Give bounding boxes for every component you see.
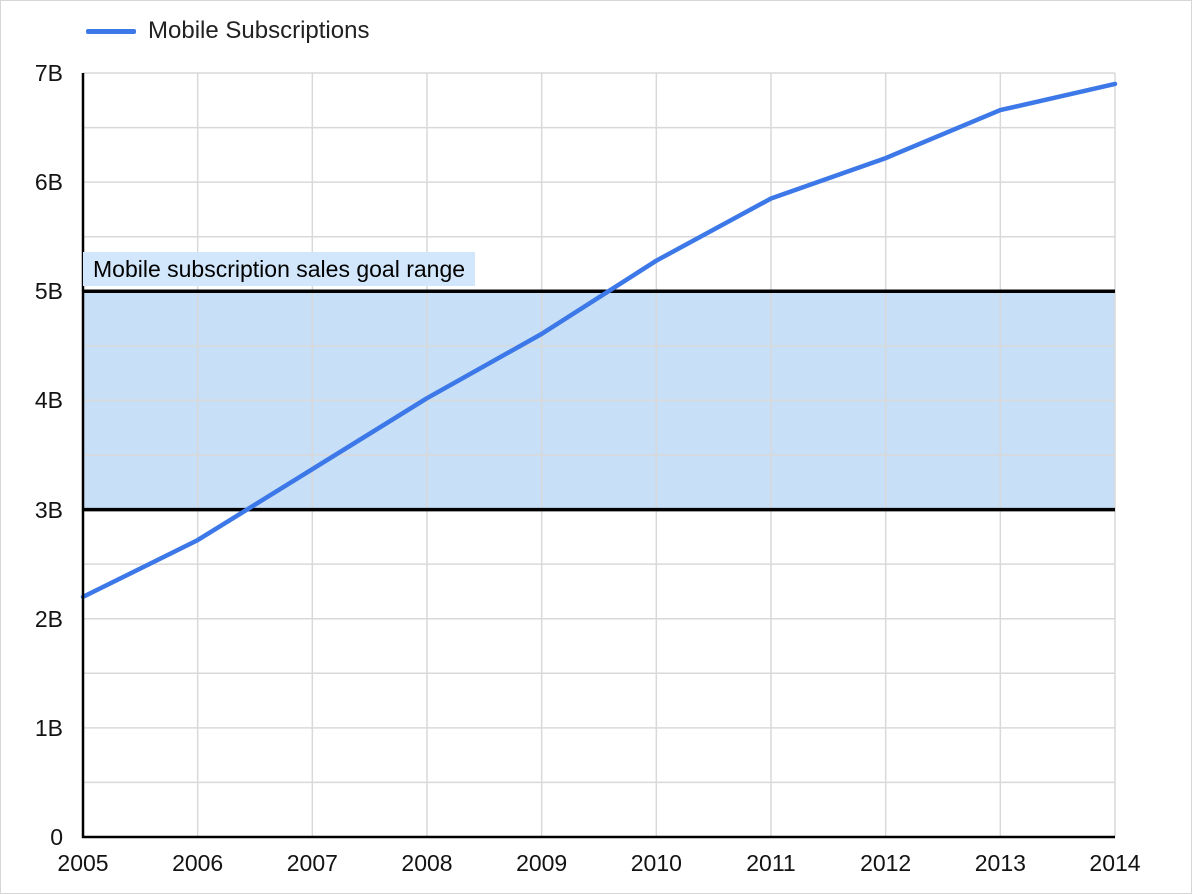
y-tick-label: 0	[50, 824, 63, 850]
y-tick-label: 6B	[34, 169, 63, 196]
y-tick-label: 2B	[34, 605, 63, 632]
x-tick-label: 2010	[630, 850, 682, 876]
x-tick-label: 2005	[57, 850, 109, 876]
x-tick-label: 2011	[746, 850, 796, 876]
y-tick-label: 7B	[34, 60, 63, 86]
x-tick-label: 2007	[286, 850, 338, 876]
x-tick-label: 2009	[516, 850, 568, 876]
y-tick-label: 5B	[34, 278, 63, 305]
legend-item[interactable]: Mobile Subscriptions	[86, 16, 369, 46]
x-tick-label: 2008	[401, 850, 453, 876]
series-line[interactable]	[80, 81, 1118, 600]
y-tick-label: 1B	[34, 714, 63, 741]
legend-label: Mobile Subscriptions	[148, 17, 370, 44]
x-tick-label: 2012	[860, 850, 912, 876]
x-tick-label: 2013	[974, 850, 1026, 876]
goal-range-annotation: Mobile subscription sales goal range	[83, 252, 476, 286]
y-tick-label: 4B	[34, 387, 63, 414]
legend-line-swatch	[86, 28, 136, 34]
y-tick-label: 3B	[34, 496, 63, 523]
x-tick-label: 2014	[1089, 850, 1141, 876]
x-tick-label: 2006	[172, 850, 224, 876]
